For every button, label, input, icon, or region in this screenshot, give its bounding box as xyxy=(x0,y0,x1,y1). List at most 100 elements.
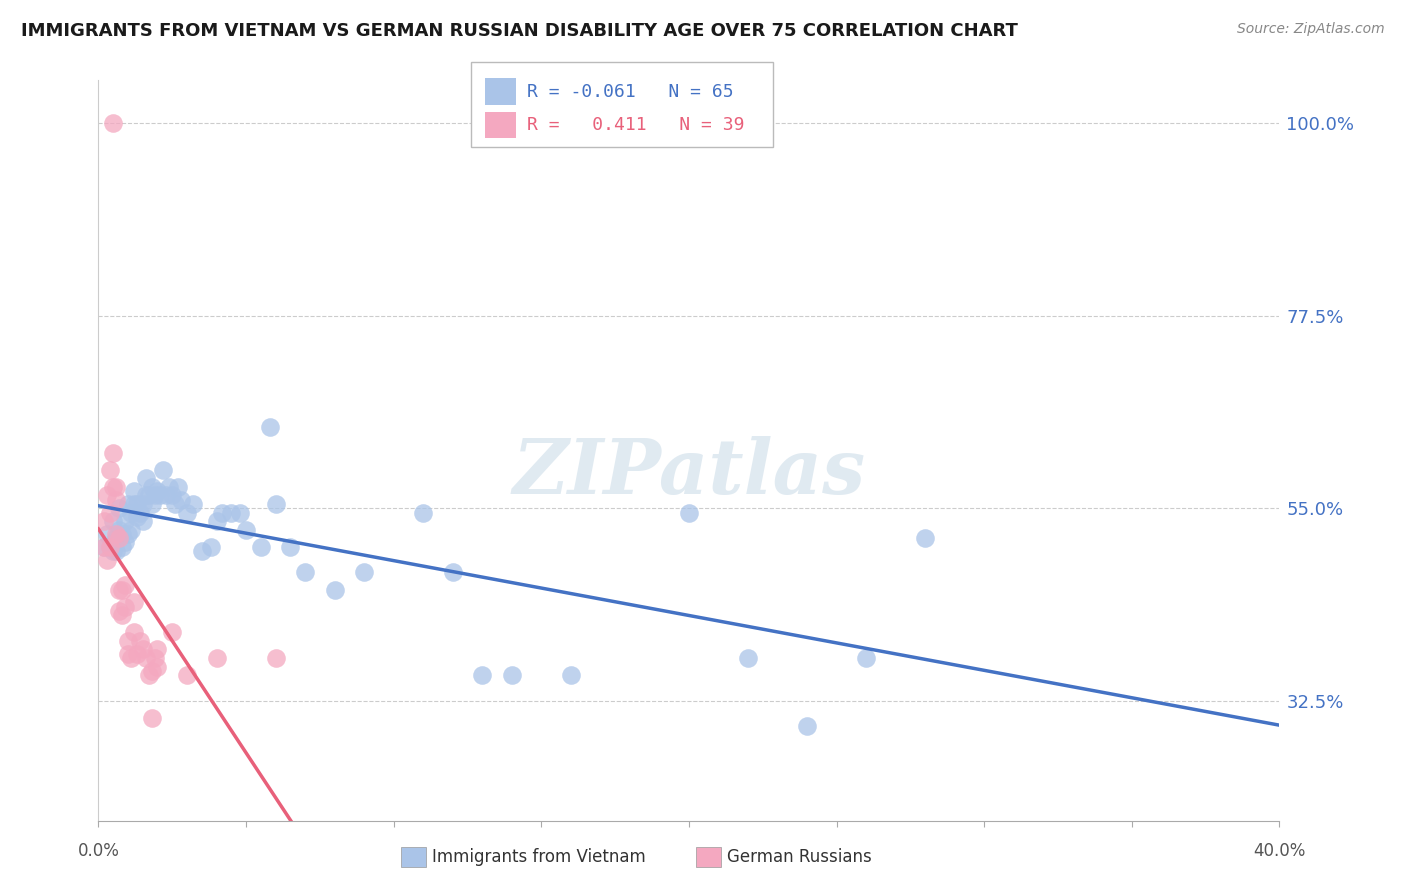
Point xyxy=(108,523,131,537)
Point xyxy=(141,711,163,725)
Point xyxy=(205,514,228,528)
Point xyxy=(235,523,257,537)
Point xyxy=(111,608,134,623)
Text: German Russians: German Russians xyxy=(727,848,872,866)
Point xyxy=(108,604,131,618)
Text: Source: ZipAtlas.com: Source: ZipAtlas.com xyxy=(1237,22,1385,37)
Point xyxy=(98,540,121,554)
Point xyxy=(165,497,187,511)
Point xyxy=(120,523,142,537)
Text: 0.0%: 0.0% xyxy=(77,842,120,860)
Point xyxy=(280,540,302,554)
Point xyxy=(914,531,936,545)
Point xyxy=(501,668,523,682)
Point xyxy=(132,514,155,528)
Point xyxy=(152,463,174,477)
Point xyxy=(441,566,464,580)
Point xyxy=(143,488,166,502)
Point xyxy=(167,480,190,494)
Point xyxy=(128,633,150,648)
Point xyxy=(111,582,134,597)
Point xyxy=(157,480,180,494)
Point xyxy=(141,497,163,511)
Text: 40.0%: 40.0% xyxy=(1253,842,1306,860)
Point xyxy=(125,509,148,524)
Point xyxy=(98,506,121,520)
Point xyxy=(96,488,118,502)
Point xyxy=(122,497,145,511)
Point xyxy=(125,647,148,661)
Point xyxy=(176,668,198,682)
Point xyxy=(138,668,160,682)
Point xyxy=(120,506,142,520)
Point xyxy=(105,480,128,494)
Point xyxy=(103,116,125,130)
Point xyxy=(93,540,115,554)
Point xyxy=(211,506,233,520)
Point xyxy=(149,488,172,502)
Point xyxy=(98,463,121,477)
Point xyxy=(93,540,115,554)
Point xyxy=(471,668,494,682)
Point xyxy=(103,445,125,459)
Point xyxy=(138,488,160,502)
Point xyxy=(122,484,145,499)
Point xyxy=(353,566,375,580)
Point xyxy=(117,633,139,648)
Point xyxy=(176,506,198,520)
Point xyxy=(103,514,125,528)
Point xyxy=(141,664,163,678)
Point xyxy=(146,659,169,673)
Point xyxy=(135,488,157,502)
Text: R =   0.411   N = 39: R = 0.411 N = 39 xyxy=(527,116,745,134)
Point xyxy=(250,540,273,554)
Point xyxy=(678,506,700,520)
Point xyxy=(146,484,169,499)
Point xyxy=(200,540,222,554)
Point xyxy=(105,492,128,507)
Point xyxy=(111,540,134,554)
Text: IMMIGRANTS FROM VIETNAM VS GERMAN RUSSIAN DISABILITY AGE OVER 75 CORRELATION CHA: IMMIGRANTS FROM VIETNAM VS GERMAN RUSSIA… xyxy=(21,22,1018,40)
Point xyxy=(108,501,131,516)
Point xyxy=(114,599,136,614)
Point xyxy=(103,544,125,558)
Point xyxy=(796,719,818,733)
Point xyxy=(135,471,157,485)
Point xyxy=(143,651,166,665)
Point xyxy=(98,540,121,554)
Point xyxy=(412,506,434,520)
Point xyxy=(96,527,118,541)
Point xyxy=(181,497,204,511)
Point xyxy=(141,480,163,494)
Point xyxy=(108,531,131,545)
Point xyxy=(259,420,281,434)
Point xyxy=(229,506,252,520)
Point xyxy=(170,492,193,507)
Point xyxy=(103,480,125,494)
Point xyxy=(105,527,128,541)
Point xyxy=(128,506,150,520)
Point xyxy=(162,488,183,502)
Point xyxy=(96,552,118,566)
Point xyxy=(162,625,183,640)
Point xyxy=(120,651,142,665)
Point xyxy=(122,625,145,640)
Text: Immigrants from Vietnam: Immigrants from Vietnam xyxy=(432,848,645,866)
Point xyxy=(117,527,139,541)
Point xyxy=(294,566,316,580)
Point xyxy=(105,544,128,558)
Point xyxy=(560,668,582,682)
Point xyxy=(105,531,128,545)
Point xyxy=(114,578,136,592)
Point xyxy=(132,497,155,511)
Point xyxy=(114,514,136,528)
Point xyxy=(205,651,228,665)
Point xyxy=(323,582,346,597)
Point xyxy=(737,651,759,665)
Point xyxy=(93,514,115,528)
Point xyxy=(117,647,139,661)
Point xyxy=(117,497,139,511)
Point xyxy=(111,527,134,541)
Point xyxy=(264,651,287,665)
Point xyxy=(132,642,155,657)
